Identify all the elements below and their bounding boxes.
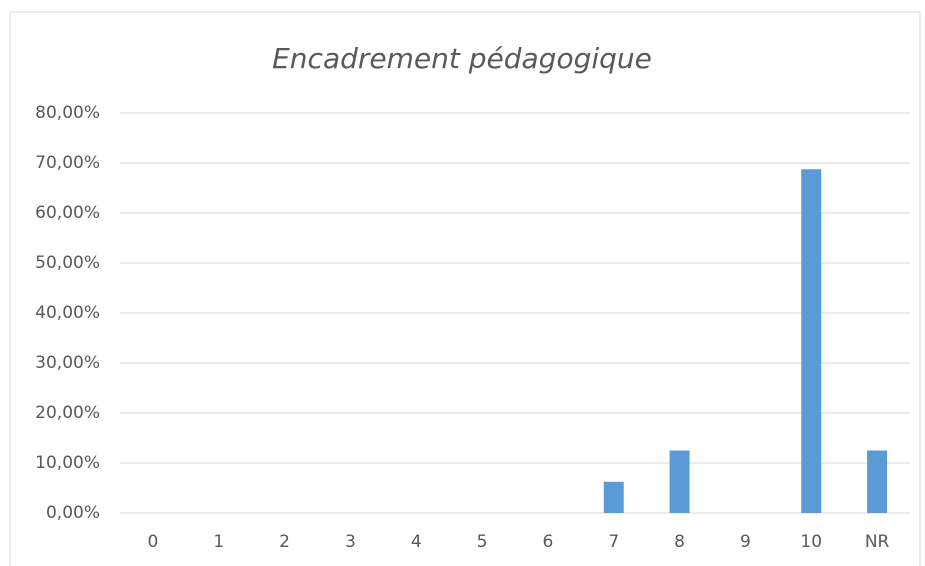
y-tick-label: 10,00% xyxy=(35,453,100,473)
y-tick-label: 70,00% xyxy=(35,153,100,173)
chart-title: Encadrement pédagogique xyxy=(272,42,652,75)
x-tick-label: 8 xyxy=(674,532,685,552)
y-tick-label: 30,00% xyxy=(35,353,100,373)
x-tick-label: 2 xyxy=(279,532,290,552)
x-tick-label: 1 xyxy=(213,532,224,552)
y-tick-label: 20,00% xyxy=(35,403,100,423)
x-tick-label: 9 xyxy=(740,532,751,552)
y-tick-label: 50,00% xyxy=(35,253,100,273)
bar xyxy=(669,450,690,513)
x-tick-label: 7 xyxy=(608,532,619,552)
x-tick-label: 0 xyxy=(148,532,159,552)
y-tick-label: 60,00% xyxy=(35,203,100,223)
bar xyxy=(801,169,822,513)
x-tick-label: 3 xyxy=(345,532,356,552)
bar xyxy=(867,450,888,513)
chart-frame xyxy=(9,11,921,566)
x-tick-label: 4 xyxy=(411,532,422,552)
x-tick-label: 10 xyxy=(800,532,822,552)
x-tick-label: 5 xyxy=(477,532,488,552)
x-tick-label: NR xyxy=(865,532,890,552)
y-tick-label: 40,00% xyxy=(35,303,100,323)
x-tick-label: 6 xyxy=(543,532,554,552)
y-tick-label: 80,00% xyxy=(35,103,100,123)
y-tick-label: 0,00% xyxy=(46,503,100,523)
bar xyxy=(603,481,624,513)
